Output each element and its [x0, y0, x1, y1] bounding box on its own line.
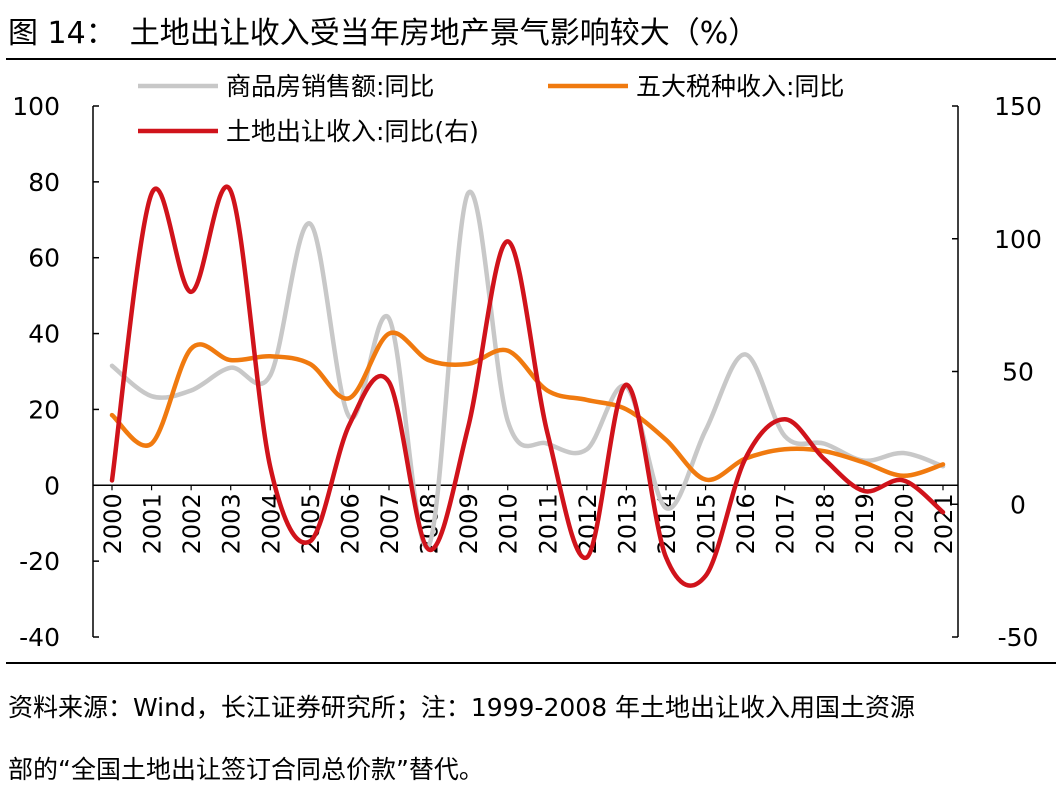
x-tick-label: 2000 — [99, 493, 127, 554]
chart-axes: 100 80 60 40 20 0 -20 -40 150 100 50 0 -50 2000 2001 20… — [12, 92, 1042, 652]
left-tick-label: 40 — [28, 320, 60, 349]
figure-label: 图 14： — [8, 16, 116, 51]
chart-series — [109, 184, 946, 588]
source-note-line-1: 资料来源：Wind，长江证券研究所；注：1999-2008 年土地出让收入用国土… — [8, 693, 916, 722]
source-note-line-2: 部的“全国土地出让签订合同总价款”替代。 — [8, 755, 484, 784]
x-tick-label: 2002 — [178, 493, 206, 554]
left-tick-label: 60 — [28, 244, 60, 273]
left-tick-label: -40 — [19, 623, 60, 652]
x-tick-label: 2003 — [218, 493, 246, 554]
right-tick-label: -50 — [998, 623, 1039, 652]
legend-label-3: 土地出让收入:同比(右) — [226, 117, 479, 146]
source-rule — [6, 662, 1056, 664]
x-tick-label: 2001 — [139, 493, 167, 554]
title-rule — [6, 58, 1056, 60]
x-tick-label: 2017 — [772, 493, 800, 554]
figure-title-row: 图 14： 土地出让收入受当年房地产景气影响较大（%） — [8, 14, 772, 54]
x-tick-label: 2006 — [336, 493, 364, 554]
left-tick-label: 100 — [12, 92, 60, 121]
legend-label-1: 商品房销售额:同比 — [226, 72, 434, 101]
x-tick-label: 2013 — [613, 493, 641, 554]
line-chart: 100 80 60 40 20 0 -20 -40 150 100 50 0 -50 2000 2001 20… — [12, 72, 1042, 652]
right-tick-label: 0 — [1010, 490, 1026, 519]
left-tick-label: 80 — [28, 168, 60, 197]
series-line-2 — [109, 330, 946, 483]
x-tick-label: 2019 — [851, 493, 879, 554]
x-tick-label: 2007 — [376, 493, 404, 554]
figure-title: 土地出让收入受当年房地产景气影响较大（%） — [129, 16, 759, 51]
x-tick-label: 2009 — [455, 493, 483, 554]
x-tick-label: 2011 — [534, 493, 562, 554]
x-tick-label: 2015 — [693, 493, 721, 554]
x-tick-label: 2020 — [890, 493, 918, 554]
legend-label-2: 五大税种收入:同比 — [636, 72, 844, 101]
left-tick-label: -20 — [19, 547, 60, 576]
x-tick-label: 2010 — [495, 493, 523, 554]
x-tick-label: 2018 — [811, 493, 839, 554]
x-tick-label: 2016 — [732, 493, 760, 554]
left-tick-label: 20 — [28, 395, 60, 424]
right-tick-label: 100 — [994, 225, 1042, 254]
series-line-3 — [109, 184, 946, 588]
right-tick-label: 150 — [994, 92, 1042, 121]
right-tick-label: 50 — [1002, 358, 1034, 387]
series-line-1 — [109, 189, 946, 550]
left-tick-label: 0 — [44, 471, 60, 500]
